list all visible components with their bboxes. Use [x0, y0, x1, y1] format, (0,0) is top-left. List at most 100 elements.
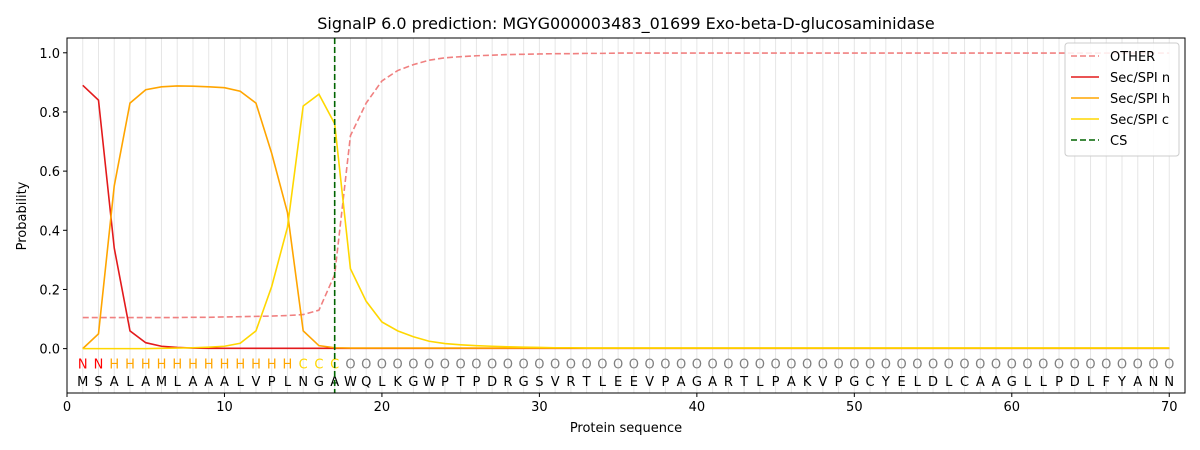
region-label: O	[1070, 357, 1080, 372]
region-label: O	[707, 357, 717, 372]
y-tick-label: 1.0	[39, 47, 60, 62]
legend: OTHER Sec/SPI n Sec/SPI h Sec/SPI c CS	[1064, 42, 1180, 157]
region-label: O	[597, 357, 607, 372]
sequence-letter: D	[928, 375, 938, 390]
sequence-letter: N	[1149, 375, 1159, 390]
legend-label: Sec/SPI n	[1110, 71, 1170, 86]
region-label: O	[723, 357, 733, 372]
sequence-letter: R	[566, 375, 575, 390]
sequence-letter: A	[141, 375, 150, 390]
y-tick-label: 0.2	[39, 283, 60, 298]
sequence-letter: L	[126, 375, 134, 390]
series-line-sec-spi-c	[82, 93, 1170, 350]
x-tick-label: 10	[216, 400, 233, 415]
region-label: O	[582, 357, 592, 372]
sequence-letter: P	[835, 375, 843, 390]
region-label: N	[94, 357, 104, 372]
legend-box	[1064, 42, 1180, 157]
plot-area: MSALAMLAAALVPLNGAWQLKGWPTPDRGSVRTLEEVPAG…	[39, 37, 1186, 415]
sequence-letter: Y	[881, 375, 890, 390]
y-tick-label: 0.4	[39, 224, 60, 239]
sequence-letter: L	[1040, 375, 1048, 390]
region-label: O	[739, 357, 749, 372]
sequence-letter: P	[472, 375, 480, 390]
sequence-letter: D	[487, 375, 497, 390]
sequence-letter: T	[456, 375, 465, 390]
sequence-letter: M	[77, 375, 88, 390]
plot-frame	[66, 37, 1186, 394]
region-label: O	[550, 357, 560, 372]
region-label: O	[865, 357, 875, 372]
sequence-letter: P	[441, 375, 449, 390]
region-label: O	[1133, 357, 1143, 372]
sequence-letter: P	[1055, 375, 1063, 390]
region-label: O	[1054, 357, 1064, 372]
sequence-letter: R	[724, 375, 733, 390]
region-label: O	[424, 357, 434, 372]
sequence-letter: A	[189, 375, 198, 390]
sequence-letter: W	[423, 375, 436, 390]
x-axis-label: Protein sequence	[570, 421, 682, 436]
region-label: O	[660, 357, 670, 372]
sequence-letter: V	[645, 375, 654, 390]
x-tick-label: 70	[1161, 400, 1178, 415]
sequence-letter: G	[519, 375, 529, 390]
region-label: O	[802, 357, 812, 372]
sequence-letter: A	[708, 375, 717, 390]
region-label: O	[786, 357, 796, 372]
region-label: O	[944, 357, 954, 372]
region-label: O	[818, 357, 828, 372]
sequence-letter: P	[661, 375, 669, 390]
sequence-letter: D	[1070, 375, 1080, 390]
sequence-letter: M	[156, 375, 167, 390]
x-tick-label: 20	[374, 400, 391, 415]
sequence-letter: L	[1087, 375, 1095, 390]
region-label: O	[770, 357, 780, 372]
sequence-letter: E	[897, 375, 905, 390]
sequence-letter: T	[582, 375, 591, 390]
sequence-letter: C	[960, 375, 969, 390]
sequence-letter: L	[599, 375, 607, 390]
y-tick-label: 0.0	[39, 343, 60, 358]
series-line-other	[82, 52, 1170, 319]
sequence-letter: S	[94, 375, 102, 390]
region-label: O	[440, 357, 450, 372]
x-tick-label: 50	[846, 400, 863, 415]
sequence-letter: L	[756, 375, 764, 390]
sequence-letter: P	[268, 375, 276, 390]
sequence-letter: T	[739, 375, 748, 390]
sequence-letter: A	[204, 375, 213, 390]
y-tick-label: 0.6	[39, 165, 60, 180]
sequence-letter: G	[408, 375, 418, 390]
region-label: O	[975, 357, 985, 372]
sequence-letter: K	[803, 375, 812, 390]
region-label: H	[188, 357, 198, 372]
region-label: O	[534, 357, 544, 372]
sequence-letter: G	[849, 375, 859, 390]
series-line-sec-spi-h	[82, 85, 1170, 350]
region-label: O	[645, 357, 655, 372]
region-label: O	[1085, 357, 1095, 372]
x-tick-label: 60	[1004, 400, 1021, 415]
sequence-letter: R	[503, 375, 512, 390]
sequence-letter: V	[551, 375, 560, 390]
sequence-letter: G	[314, 375, 324, 390]
region-label: O	[912, 357, 922, 372]
sequence-letter: L	[237, 375, 245, 390]
sequence-letter: L	[945, 375, 953, 390]
region-label: H	[251, 357, 261, 372]
region-label: O	[566, 357, 576, 372]
region-label: O	[833, 357, 843, 372]
region-label: O	[519, 357, 529, 372]
sequence-letter: N	[1164, 375, 1174, 390]
y-axis-label: Probability	[15, 181, 30, 250]
region-label: O	[1164, 357, 1174, 372]
sequence-letter: L	[1024, 375, 1032, 390]
sequence-letter: F	[1103, 375, 1110, 390]
sequence-letter: L	[378, 375, 386, 390]
region-label: O	[755, 357, 765, 372]
region-label: O	[1117, 357, 1127, 372]
region-label: O	[393, 357, 403, 372]
